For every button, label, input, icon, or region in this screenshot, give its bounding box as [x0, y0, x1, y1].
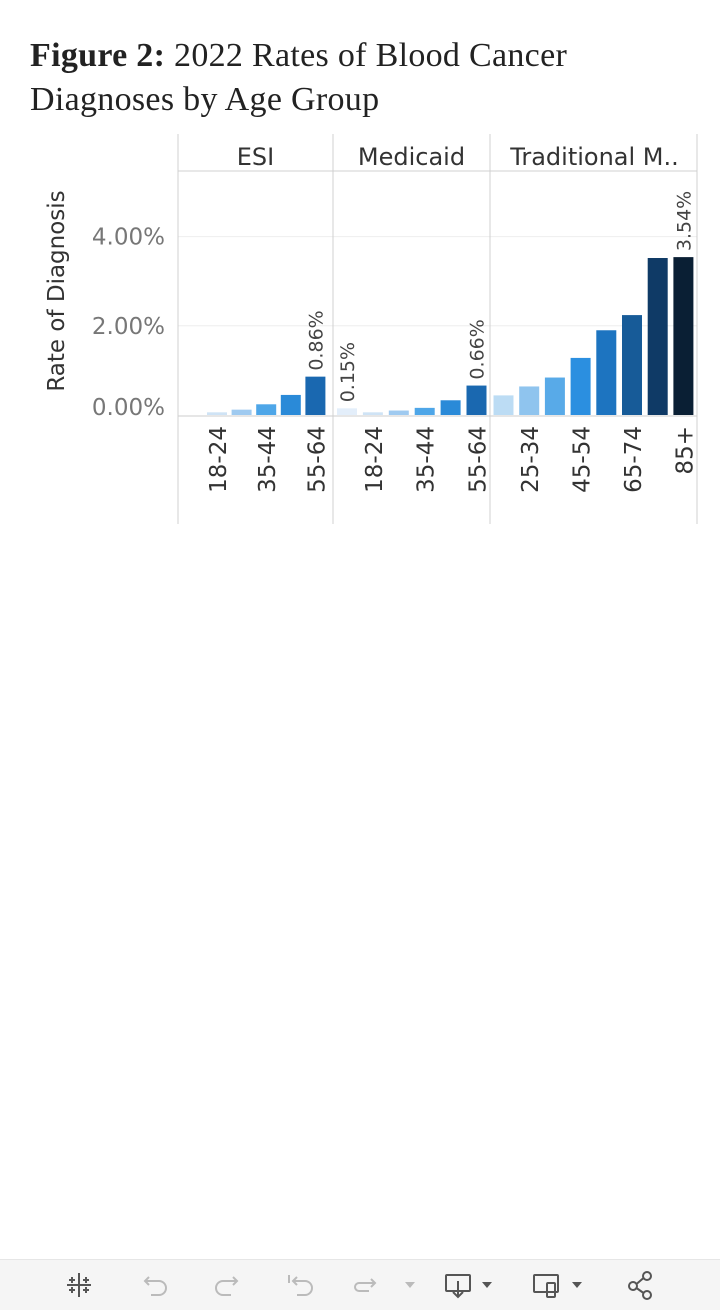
- panel-header: ESI: [237, 143, 274, 171]
- bar: [305, 376, 326, 415]
- revert-icon[interactable]: [282, 1270, 320, 1300]
- bar: [280, 394, 301, 415]
- x-tick-label: 18-24: [362, 426, 388, 493]
- redo-icon[interactable]: [210, 1270, 244, 1300]
- bar: [493, 395, 514, 415]
- viz-toolbar: [0, 1259, 720, 1310]
- x-tick-label: 35-44: [414, 426, 440, 493]
- figure-title: Figure 2: 2022 Rates of Blood Cancer Dia…: [30, 34, 690, 122]
- x-tick-label: 18-24: [206, 426, 232, 493]
- bar: [414, 407, 435, 415]
- x-tick-label: 65-74: [621, 426, 647, 493]
- bar: [570, 357, 591, 415]
- x-tick-label: 85+: [672, 426, 698, 475]
- x-tick-label: 45-54: [570, 426, 596, 493]
- bar: [519, 386, 540, 415]
- bar: [673, 257, 694, 415]
- figure-title-text: 2022 Rates of Blood Cancer Diagnoses by …: [30, 37, 568, 118]
- bar-chart: Rate of Diagnosis 0.00% 2.00% 4.00% ESI 18-24…: [44, 134, 698, 524]
- undo-icon[interactable]: [138, 1270, 172, 1300]
- x-tick-label: 35-44: [255, 426, 281, 493]
- y-tick-label: 4.00%: [92, 225, 165, 251]
- x-tick-label: 25-34: [518, 426, 544, 493]
- y-tick-label: 0.00%: [92, 395, 165, 421]
- data-label: 3.54%: [673, 191, 695, 251]
- data-label: 0.66%: [467, 319, 489, 379]
- bar: [647, 258, 668, 415]
- panel-header: Medicaid: [358, 143, 465, 171]
- bar: [466, 385, 487, 415]
- bar: [362, 412, 383, 415]
- y-axis-label: Rate of Diagnosis: [44, 190, 70, 391]
- bar: [440, 400, 461, 415]
- panel-header: Traditional M..: [509, 143, 679, 171]
- bar: [231, 409, 252, 415]
- y-tick-label: 2.00%: [92, 314, 165, 340]
- bar: [544, 377, 565, 415]
- share-icon[interactable]: [622, 1270, 658, 1300]
- pause-dropdown-icon[interactable]: [400, 1270, 420, 1300]
- refresh-icon[interactable]: [346, 1270, 384, 1300]
- bar: [622, 315, 642, 415]
- device-layout-icon[interactable]: [530, 1270, 590, 1300]
- download-icon[interactable]: [442, 1270, 498, 1300]
- bar: [388, 410, 409, 415]
- data-label: 0.86%: [305, 310, 327, 370]
- bar: [207, 412, 227, 415]
- x-tick-label: 55-64: [466, 426, 492, 493]
- bar: [337, 408, 357, 415]
- bar: [596, 330, 617, 415]
- bar: [256, 404, 277, 415]
- data-label: 0.15%: [337, 342, 359, 402]
- tableau-logo-icon[interactable]: [62, 1270, 96, 1300]
- figure-label: Figure 2:: [30, 37, 166, 74]
- x-tick-label: 55-64: [304, 426, 330, 493]
